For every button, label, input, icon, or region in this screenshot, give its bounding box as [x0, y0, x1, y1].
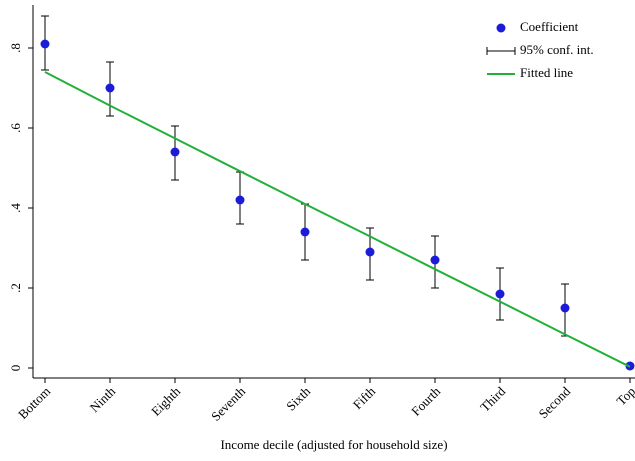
legend-label: Coefficient	[520, 19, 579, 34]
point	[40, 39, 50, 49]
legend-marker	[486, 47, 516, 55]
legend-marker	[496, 23, 506, 33]
point	[430, 255, 440, 265]
point	[235, 195, 245, 205]
legend-label: 95% conf. int.	[520, 42, 594, 57]
x-tick-label: Sixth	[283, 383, 313, 413]
x-tick-label: Fifth	[350, 383, 379, 412]
x-tick-label: Seventh	[208, 383, 249, 424]
point	[300, 227, 310, 237]
point	[365, 247, 375, 257]
x-tick-label: Eighth	[148, 383, 183, 418]
x-tick-label: Top	[613, 384, 635, 409]
point	[170, 147, 180, 157]
point	[560, 303, 570, 313]
x-tick-label: Third	[477, 383, 508, 414]
y-tick-label: 0	[8, 365, 23, 372]
y-tick-label: .6	[8, 123, 23, 133]
y-tick-label: .8	[8, 43, 23, 53]
x-tick-label: Bottom	[15, 384, 53, 422]
point	[105, 83, 115, 93]
legend-label: Fitted line	[520, 65, 573, 80]
y-tick-label: .2	[8, 283, 23, 293]
x-tick-label: Fourth	[408, 383, 443, 418]
x-axis-label: Income decile (adjusted for household si…	[220, 437, 447, 452]
point	[495, 289, 505, 299]
x-tick-label: Second	[536, 383, 574, 421]
x-tick-label: Ninth	[87, 383, 119, 415]
fitted-line	[44, 71, 631, 368]
y-tick-label: .4	[8, 203, 23, 213]
